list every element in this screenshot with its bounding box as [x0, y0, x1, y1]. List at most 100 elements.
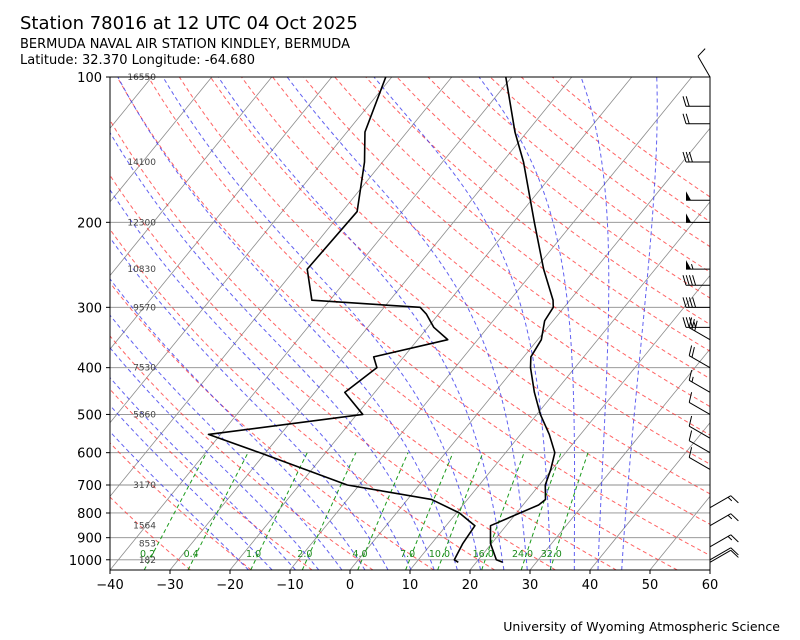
height-label: 12300	[127, 218, 156, 228]
wind-barb	[686, 213, 710, 223]
height-label: 1564	[133, 522, 156, 532]
y-tick-label: 100	[77, 71, 102, 86]
moist-adiabat	[478, 77, 576, 570]
dry-adiabat	[147, 77, 710, 556]
station-coordinates: Latitude: 32.370 Longitude: -64.680	[20, 53, 255, 68]
isotherm-line	[589, 422, 710, 570]
wind-barb	[709, 513, 739, 527]
mixing-ratio-line	[549, 452, 589, 570]
wind-barb	[688, 370, 711, 393]
wind-barb	[688, 415, 711, 439]
x-tick-label: −20	[216, 578, 243, 593]
wind-barb	[688, 430, 711, 454]
y-tick-label: 400	[77, 362, 102, 377]
moist-adiabat	[162, 77, 482, 570]
mixing-ratio-line	[405, 452, 454, 570]
moist-adiabat	[117, 77, 458, 570]
y-tick-label: 700	[77, 479, 102, 494]
isotherm-line	[110, 77, 213, 203]
wind-barb	[682, 96, 710, 107]
mixing-ratio-label: 0.2	[140, 549, 155, 560]
isotherm-line	[0, 77, 92, 570]
mixing-ratio-line	[301, 452, 357, 570]
dry-adiabat	[110, 442, 252, 570]
plot-area	[0, 77, 710, 570]
mixing-ratio-line	[187, 452, 249, 570]
chart-title: Station 78016 at 12 UTC 04 Oct 2025	[20, 13, 358, 34]
mixing-ratio-label: 0.4	[184, 549, 199, 560]
wind-barb	[688, 392, 711, 415]
moist-adiabat	[110, 430, 249, 570]
dry-adiabat	[116, 77, 678, 570]
x-tick-label: −10	[276, 578, 303, 593]
wind-barb	[682, 113, 710, 125]
mixing-ratio-label: 7.0	[400, 549, 415, 560]
dry-adiabat	[110, 496, 191, 570]
moist-adiabat	[580, 77, 610, 570]
isotherm-line	[529, 348, 710, 570]
dry-adiabat	[110, 228, 495, 570]
isotherm-line	[169, 77, 573, 570]
mixing-ratio-line	[437, 452, 484, 570]
dry-adiabat	[272, 77, 710, 436]
x-tick-label: 50	[642, 578, 659, 593]
moist-adiabat	[110, 376, 296, 570]
isotherm-line	[110, 77, 453, 498]
station-name: BERMUDA NAVAL AIR STATION KINDLEY, BERMU…	[20, 37, 350, 52]
x-tick-label: 40	[582, 578, 599, 593]
wind-barb	[682, 297, 710, 308]
isotherm-line	[110, 77, 333, 350]
moist-adiabat	[110, 314, 343, 570]
y-tick-label: 1000	[69, 554, 102, 569]
mixing-ratio-label: 24.0	[512, 549, 533, 560]
dry-adiabat	[303, 77, 710, 408]
mixing-ratio-label: 16.0	[473, 549, 494, 560]
wind-barb	[682, 151, 710, 163]
isotherm-line	[289, 77, 693, 570]
isotherm-line	[110, 77, 273, 277]
mixing-ratio-label: 4.0	[352, 549, 367, 560]
dry-adiabat	[427, 77, 710, 299]
mixing-ratio-label: 10.0	[429, 549, 450, 560]
temperature-profile	[489, 77, 556, 564]
isotherm-line	[110, 77, 513, 570]
moist-adiabat	[217, 77, 505, 570]
x-tick-label: 10	[402, 578, 419, 593]
y-tick-label: 600	[77, 447, 102, 462]
mixing-ratio-line	[250, 452, 308, 570]
height-label: 182	[139, 556, 156, 566]
credit-text: University of Wyoming Atmospheric Scienc…	[503, 619, 780, 634]
wind-barb	[709, 547, 739, 561]
moist-adiabat	[621, 77, 658, 570]
mixing-ratio-label: 2.0	[297, 549, 312, 560]
dry-adiabat	[110, 281, 435, 570]
y-tick-label: 300	[77, 301, 102, 316]
dry-adiabat	[110, 335, 374, 570]
wind-barb	[709, 495, 739, 509]
wind-barb	[697, 48, 711, 78]
isotherm-line	[110, 77, 153, 129]
moist-adiabat	[373, 77, 552, 570]
height-label: 9570	[133, 303, 156, 313]
isotherm-line	[469, 274, 710, 570]
wind-barb	[688, 317, 711, 341]
moist-adiabat	[110, 188, 412, 570]
mixing-ratio-line	[520, 452, 562, 570]
y-tick-label: 900	[77, 532, 102, 547]
x-tick-label: 60	[702, 578, 719, 593]
dry-adiabat	[396, 77, 710, 325]
height-label: 853	[139, 539, 156, 549]
wind-barb	[709, 534, 739, 548]
x-tick-label: 20	[462, 578, 479, 593]
dry-adiabat	[458, 77, 710, 273]
height-label: 3170	[133, 481, 156, 491]
height-label: 10830	[127, 265, 156, 275]
x-tick-label: −30	[156, 578, 183, 593]
moist-adiabat	[110, 278, 366, 570]
moist-adiabat	[110, 131, 435, 570]
y-tick-label: 500	[77, 408, 102, 423]
x-tick-label: 30	[522, 578, 539, 593]
wind-barb	[709, 549, 739, 563]
dry-adiabat	[241, 77, 710, 465]
wind-barb	[688, 345, 711, 369]
